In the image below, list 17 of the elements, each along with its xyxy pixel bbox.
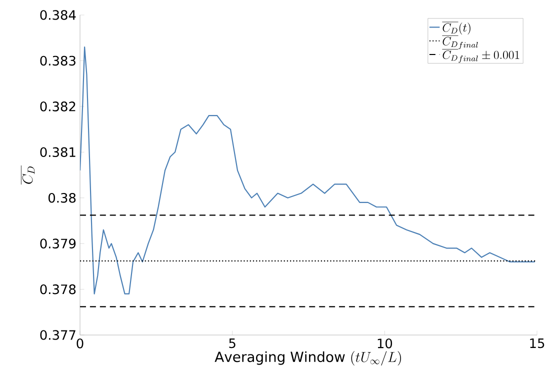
- y-tick-label: 0.38: [48, 192, 76, 203]
- y-axis-title: $\overline{C_D}$: [21, 165, 35, 185]
- x-tick-label: 5: [229, 338, 236, 348]
- x-tick-label: 0: [76, 338, 84, 348]
- y-tick-label: 0.382: [40, 102, 76, 112]
- y-tick-label: 0.384: [40, 10, 76, 20]
- y-tick-label: 0.381: [40, 147, 76, 158]
- y-tick-label: 0.377: [40, 330, 76, 340]
- legend-label: $\overline{C_D}_{final} \pm 0.001$: [442, 49, 520, 63]
- y-tick-label: 0.383: [40, 56, 76, 66]
- x-tick-label: 15: [530, 338, 544, 348]
- legend-label: $\overline{C_D}(t)$: [442, 22, 470, 35]
- y-tick-label: 0.379: [40, 238, 76, 248]
- x-axis-title: $\mathrm{Averaging\ Window}\ (tU_\infty/L)$: [214, 351, 401, 366]
- y-tick-label: 0.378: [40, 284, 76, 294]
- legend-label: $\overline{C_D}_{final}$: [442, 36, 478, 50]
- x-tick-label: 10: [378, 338, 392, 348]
